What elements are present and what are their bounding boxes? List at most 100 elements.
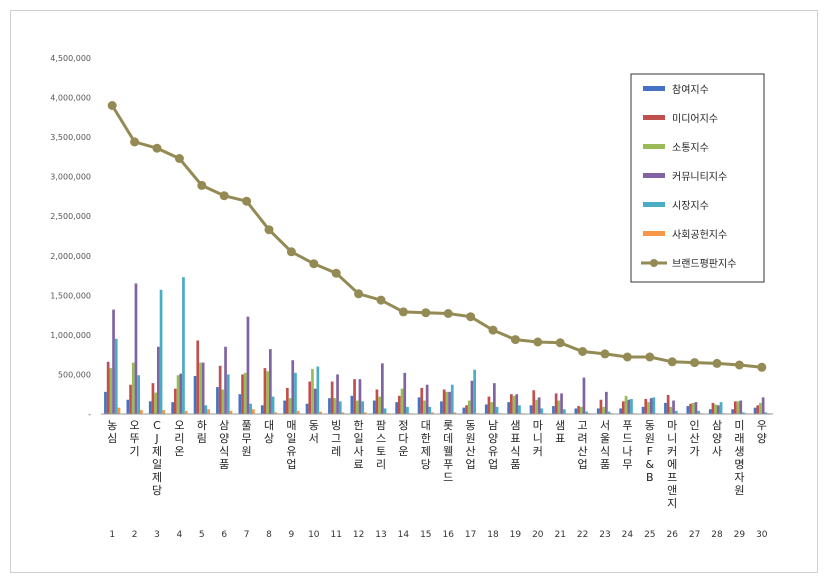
- rank-label: 2: [132, 530, 138, 540]
- bar-2: [734, 401, 737, 414]
- bar-3: [647, 402, 650, 414]
- bar-4: [761, 397, 765, 414]
- bar-2: [689, 403, 692, 414]
- rank-label: 30: [756, 530, 768, 540]
- bar-6: [453, 412, 457, 414]
- rank-label: 12: [353, 530, 364, 540]
- bar-1: [260, 405, 264, 414]
- bar-4: [403, 372, 407, 414]
- rank-label: 28: [711, 530, 723, 540]
- bar-4: [112, 309, 115, 414]
- bar-4: [381, 363, 384, 414]
- bar-3: [557, 400, 561, 414]
- bar-1: [440, 401, 443, 414]
- legend-marker: [650, 259, 658, 267]
- rank-label: 4: [177, 530, 183, 540]
- bar-2: [218, 365, 222, 414]
- bar-4: [694, 402, 698, 414]
- y-tick-label: 1,500,000: [50, 291, 91, 300]
- category-labels: 농 심 오 뚜 기 C J 제 일 제 당 오 리 온 하 림 삼 양 식 품 풀 무 원 대 상 매 일 유 업 동 서 빙 그 레 한 일 사 료 팜 스…: [107, 418, 767, 510]
- bar-3: [333, 398, 337, 414]
- line-point: [533, 337, 543, 347]
- bar-3: [579, 406, 583, 414]
- bar-2: [532, 390, 536, 414]
- bar-3: [154, 392, 157, 414]
- bar-1: [238, 394, 242, 414]
- bar-2: [487, 396, 491, 414]
- bar-2: [151, 383, 155, 414]
- category-label: 동 원 F & B: [645, 419, 655, 484]
- bar-2: [398, 395, 401, 414]
- bar-1: [283, 400, 286, 414]
- legend-label: 소통지수: [672, 142, 709, 154]
- bar-5: [742, 412, 745, 414]
- bar-1: [664, 402, 667, 414]
- rank-label: 24: [622, 530, 634, 540]
- bar-3: [288, 398, 292, 414]
- legend-label: 미디어지수: [672, 113, 718, 125]
- bar-1: [148, 401, 152, 414]
- bar-5: [652, 397, 656, 414]
- bar-4: [313, 388, 317, 414]
- rank-label: 16: [442, 530, 454, 540]
- bar-4: [537, 397, 541, 414]
- bar-1: [484, 404, 488, 414]
- bar-4: [358, 379, 362, 414]
- legend-swatch: [643, 144, 665, 149]
- line-point: [622, 352, 632, 362]
- bar-3: [602, 406, 605, 414]
- bar-5: [697, 410, 700, 414]
- bar-2: [174, 388, 177, 414]
- rank-label: 3: [154, 530, 160, 540]
- bar-3: [243, 372, 247, 414]
- bar-1: [328, 398, 331, 414]
- bar-5: [450, 384, 454, 414]
- bars: [104, 277, 770, 414]
- bar-5: [204, 405, 208, 414]
- bar-3: [176, 375, 180, 414]
- bar-3: [311, 368, 314, 414]
- bar-4: [224, 346, 227, 414]
- rank-label: 25: [644, 530, 655, 540]
- rank-label: 1: [109, 530, 115, 540]
- bar-2: [263, 368, 267, 414]
- y-tick-label: -: [88, 410, 91, 419]
- rank-label: 29: [734, 530, 746, 540]
- bar-3: [714, 404, 717, 414]
- rank-label: 10: [308, 530, 320, 540]
- line-point: [645, 352, 655, 362]
- line-point: [376, 295, 386, 305]
- bar-3: [445, 391, 449, 414]
- line-point: [690, 358, 700, 368]
- line-point: [130, 137, 140, 147]
- bar-5: [294, 372, 297, 414]
- bar-5: [473, 369, 476, 414]
- bar-4: [179, 373, 183, 414]
- bar-2: [330, 381, 334, 414]
- bar-5: [495, 406, 499, 414]
- bar-4: [157, 346, 160, 414]
- legend-label: 사회공헌지수: [672, 229, 727, 241]
- bar-2: [106, 361, 110, 414]
- bar-6: [296, 410, 300, 414]
- legend-swatch: [643, 86, 665, 91]
- bar-1: [305, 403, 309, 414]
- bar-3: [759, 402, 762, 414]
- bar-4: [493, 383, 496, 414]
- y-tick-label: 3,000,000: [50, 173, 91, 182]
- bar-3: [378, 396, 381, 414]
